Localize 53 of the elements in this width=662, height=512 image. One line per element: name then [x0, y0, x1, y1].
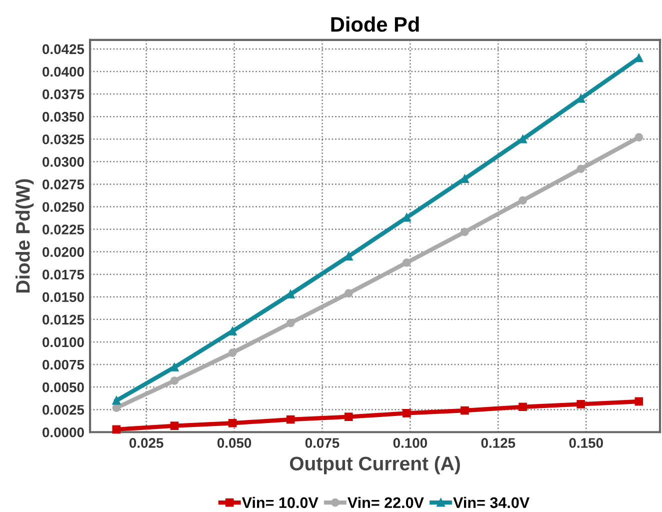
point	[344, 289, 353, 298]
legend-label: Vin= 22.0V	[348, 496, 424, 508]
x-tick-label: 0.025	[130, 438, 164, 448]
x-tick-label: 0.075	[305, 438, 340, 448]
point	[170, 376, 179, 385]
legend-label: Vin= 34.0V	[453, 496, 530, 508]
point	[634, 133, 644, 142]
x-tick-label: 0.100	[393, 438, 428, 448]
point	[286, 415, 295, 424]
point	[634, 397, 644, 406]
point	[460, 228, 469, 236]
x-tick-label: 0.050	[217, 438, 252, 448]
point	[402, 409, 411, 418]
y-tick-label: 0.0125	[42, 314, 84, 325]
point	[518, 402, 527, 412]
point	[170, 363, 179, 372]
point	[576, 400, 586, 408]
point	[170, 422, 179, 430]
y-tick-label: 0.0300	[42, 156, 84, 167]
y-tick-label: 0.0400	[42, 66, 84, 77]
y-tick-label: 0.0375	[42, 89, 84, 100]
y-tick-label: 0.0175	[42, 270, 84, 280]
y-tick-label: 0.0250	[42, 202, 84, 212]
x-tick-label: 0.125	[481, 438, 516, 448]
chart-title: Diode Pd	[331, 16, 419, 32]
y-tick-label: 0.0275	[42, 180, 84, 190]
point	[228, 348, 237, 357]
point	[112, 396, 121, 405]
y-tick-label: 0.0000	[42, 427, 84, 438]
y-tick-label: 0.0350	[42, 112, 84, 122]
y-tick-label: 0.0325	[42, 134, 84, 144]
point	[112, 425, 121, 434]
legend-label: Vin= 10.0V	[242, 496, 318, 508]
point	[228, 418, 237, 428]
point	[460, 406, 469, 415]
point	[286, 318, 295, 328]
y-tick-label: 0.0200	[42, 247, 84, 257]
y-tick-label: 0.0150	[42, 292, 84, 302]
x-axis-title: Output Current (A)	[290, 456, 460, 474]
point	[576, 164, 586, 174]
y-tick-label: 0.0025	[42, 404, 84, 415]
x-tick-label: 0.150	[569, 438, 603, 448]
y-tick-label: 0.0425	[42, 44, 84, 54]
y-tick-label: 0.0050	[42, 382, 84, 392]
point	[344, 412, 353, 421]
point	[518, 196, 527, 205]
y-tick-label: 0.0225	[42, 224, 84, 234]
y-tick-label: 0.0075	[42, 360, 84, 370]
point	[112, 404, 121, 412]
y-tick-label: 0.0100	[42, 337, 84, 348]
point	[402, 213, 411, 222]
point	[402, 258, 411, 267]
y-axis-title: Diode Pd(W)	[16, 179, 34, 293]
